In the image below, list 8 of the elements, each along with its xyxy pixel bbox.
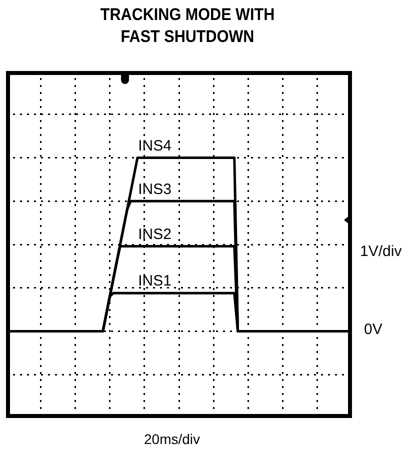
text: 1V/div: [360, 242, 402, 260]
chart-title: TRACKING MODE WITH FAST SHUTDOWN: [99, 4, 276, 48]
series-label: INS4: [138, 137, 172, 154]
text: 0V: [364, 321, 382, 338]
text: 20ms/div: [144, 431, 200, 447]
series-label: INS1: [138, 272, 172, 290]
series-label: INS2: [138, 226, 172, 243]
series-label: INS3: [138, 180, 172, 198]
